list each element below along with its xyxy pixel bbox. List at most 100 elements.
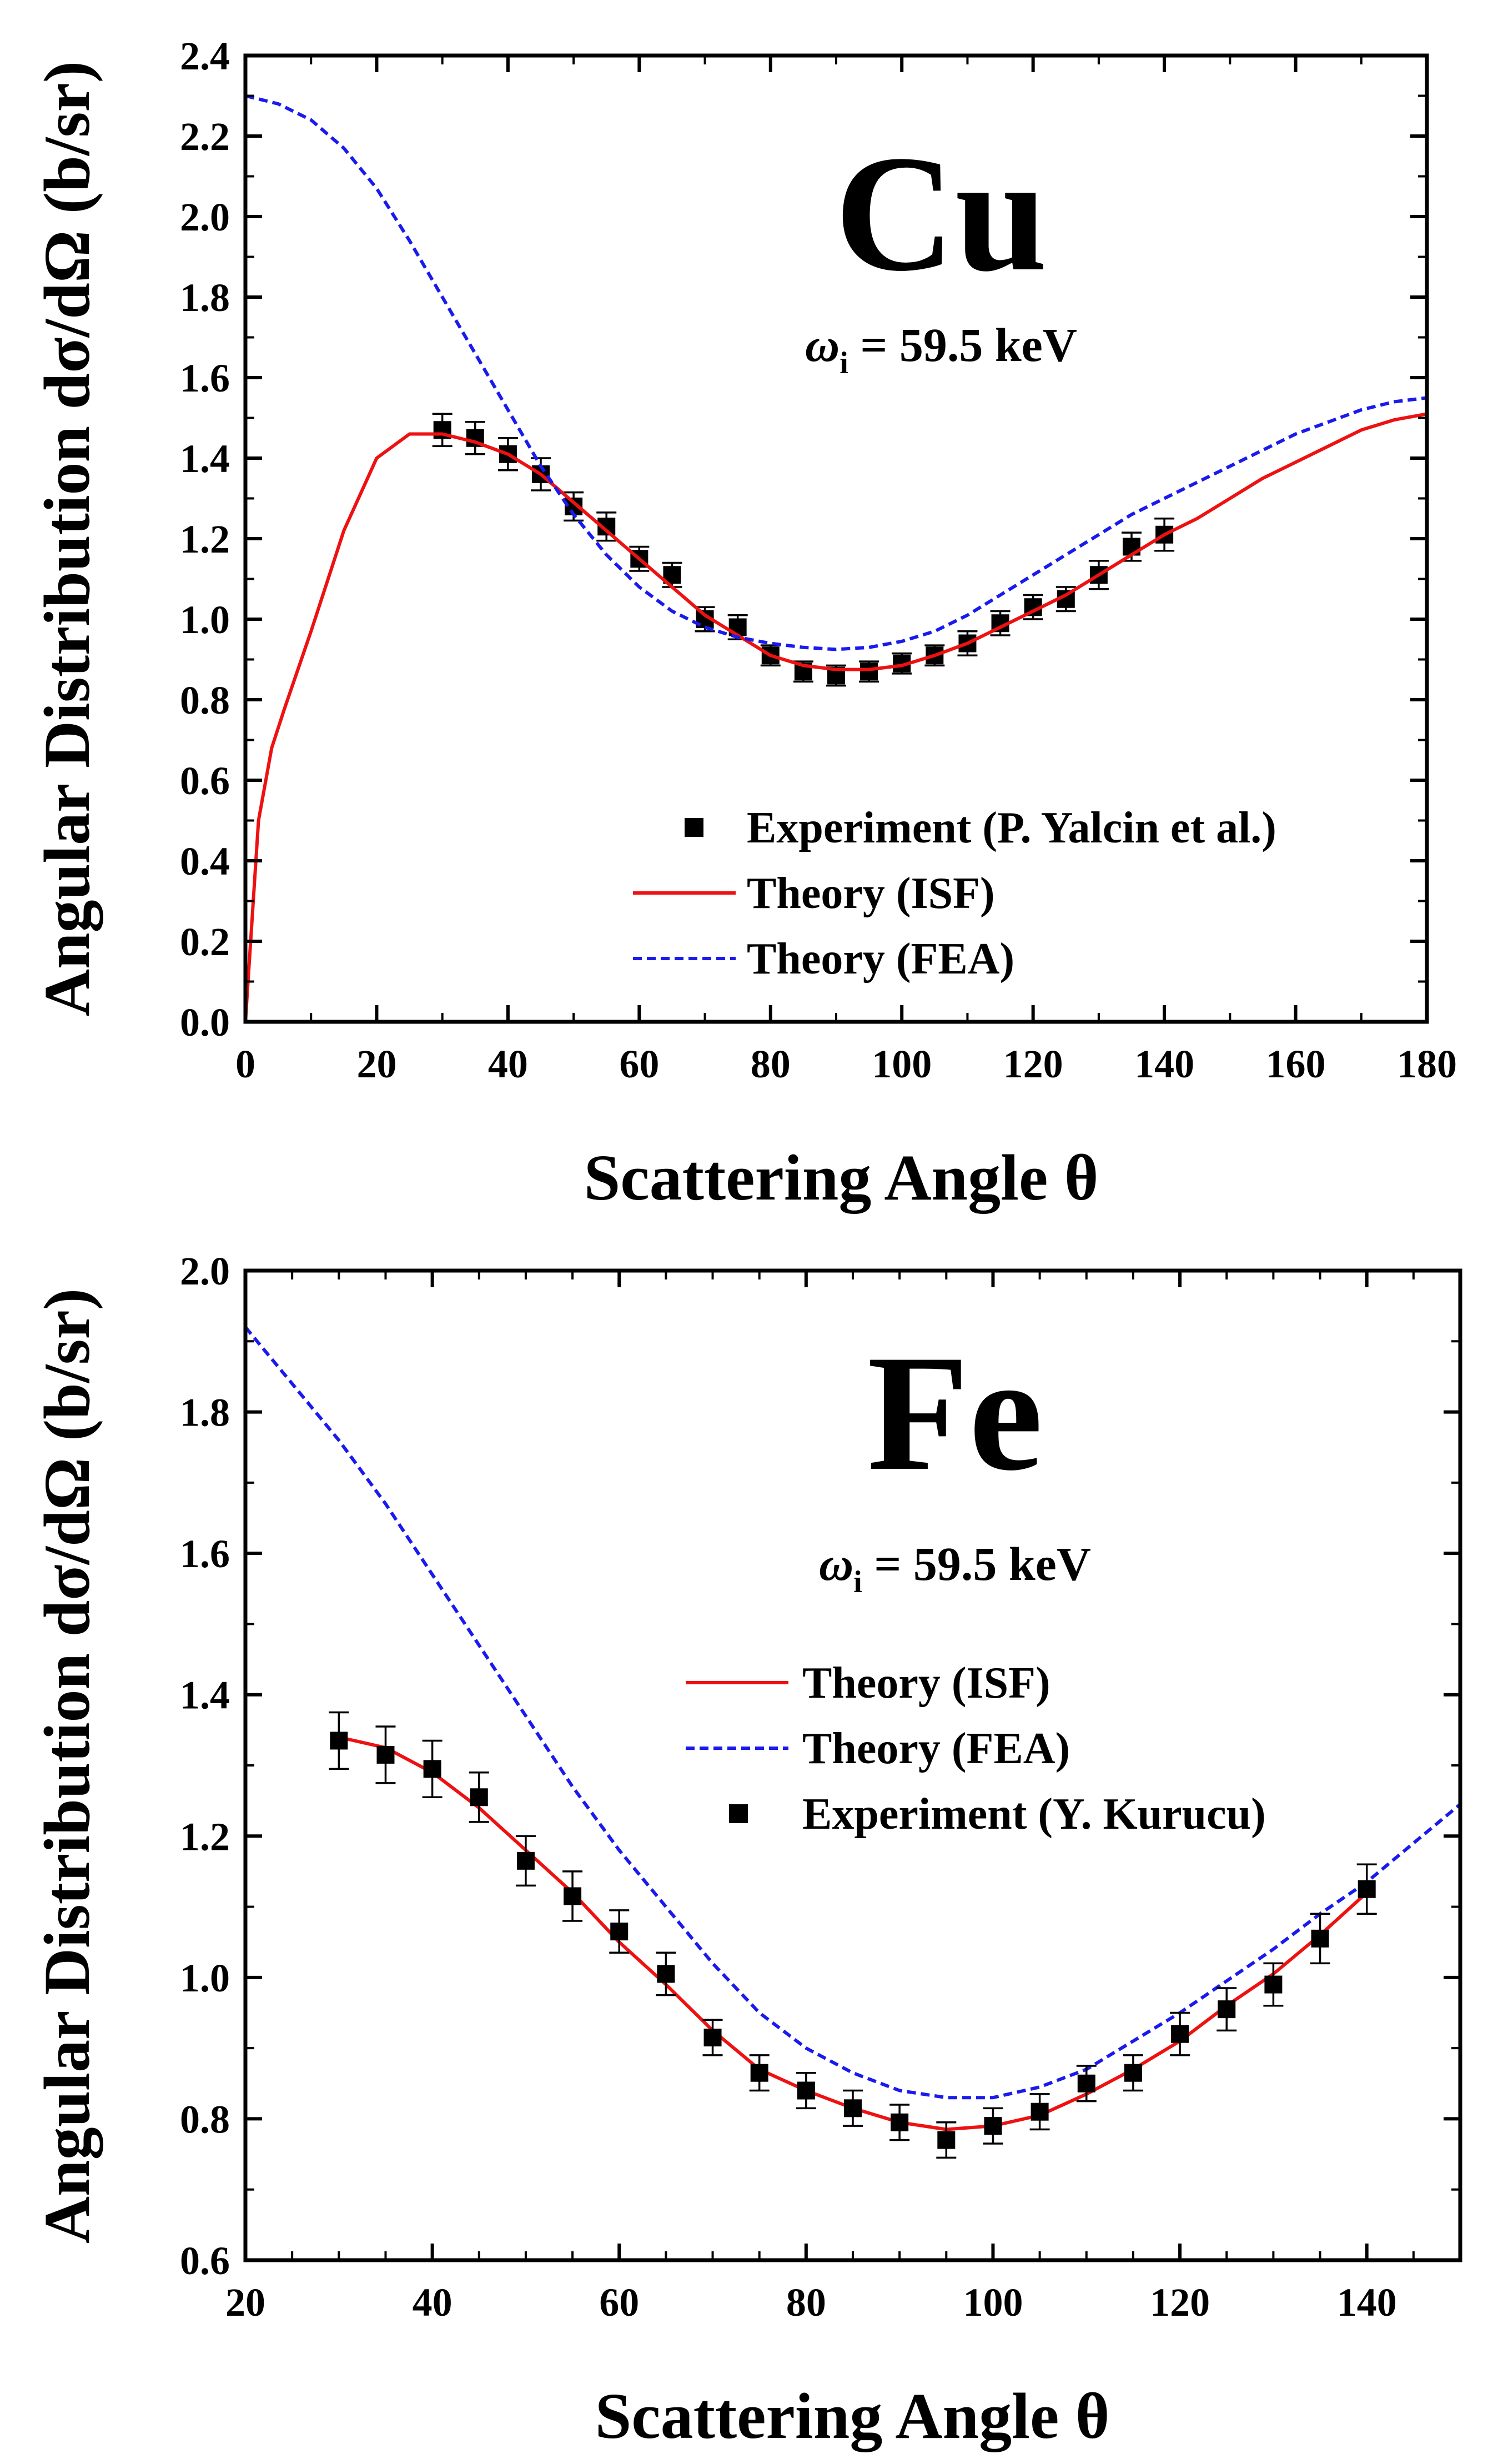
- point-marker: [891, 2113, 909, 2131]
- y-tick-label: 1.6: [180, 356, 230, 400]
- point-marker: [330, 1732, 348, 1750]
- data-point: [1170, 2011, 1190, 2056]
- point-marker: [470, 1788, 488, 1806]
- point-marker: [844, 2099, 862, 2117]
- legend-label: Theory (ISF): [802, 1659, 1050, 1708]
- chart-marks: [245, 94, 1427, 1022]
- x-tick-label: 0: [235, 1042, 255, 1086]
- point-marker: [610, 1923, 629, 1941]
- point-marker: [516, 1851, 535, 1870]
- data-point: [702, 2019, 723, 2056]
- y-tick-label: 0.6: [180, 2239, 230, 2283]
- y-tick-label: 1.0: [180, 1956, 230, 2000]
- point-marker: [1218, 2000, 1236, 2019]
- series-line-fea: [245, 94, 1427, 651]
- legend-marker: [729, 1804, 748, 1823]
- y-tick-label: 1.8: [180, 275, 230, 320]
- data-point: [469, 1771, 489, 1823]
- x-axis-label: Scattering Angle θ: [584, 1141, 1099, 1214]
- data-point: [983, 2107, 1003, 2145]
- point-marker: [657, 1965, 675, 1983]
- data-point: [843, 2089, 863, 2127]
- legend-item: Theory (FEA): [633, 935, 1014, 983]
- data-point: [609, 1909, 630, 1954]
- point-marker: [797, 2081, 815, 2100]
- legend-item: Theory (ISF): [633, 869, 995, 918]
- legend-label: Theory (FEA): [747, 935, 1014, 983]
- data-point: [1023, 594, 1043, 620]
- chart-subtitle: ωi = 59.5 keV: [819, 1537, 1091, 1599]
- point-marker: [1264, 1975, 1283, 1994]
- point-marker: [1358, 1880, 1376, 1898]
- data-point: [892, 652, 912, 675]
- axis-ticks: 20 40 60 80 100 120 140 0.6 0.8 1.0 1.2 1.4 1.6 1.8 2.…: [180, 1249, 1461, 2325]
- data-point: [656, 1951, 676, 1996]
- data-point: [936, 2121, 957, 2159]
- y-tick-label: 1.2: [180, 517, 230, 561]
- y-tick-label: 2.0: [180, 195, 230, 239]
- legend-label: Experiment (P. Yalcin et al.): [747, 804, 1276, 852]
- y-tick-label: 1.0: [180, 598, 230, 642]
- series-line-isf: [245, 412, 1427, 1022]
- legend-item: Experiment (Y. Kurucu): [729, 1790, 1266, 1839]
- y-tick-label: 0.2: [180, 920, 230, 964]
- y-tick-label: 1.4: [180, 436, 230, 481]
- chart-title: Fe: [867, 1321, 1043, 1505]
- x-tick-label: 140: [1134, 1042, 1194, 1086]
- series-line-fea: [245, 1326, 1460, 2100]
- axis-ticks: 0 20 40 60 80 100 120 140 160 180 0.0 0.2 0.4 0.6 0.8 1…: [180, 34, 1457, 1086]
- x-tick-label: 60: [619, 1042, 659, 1086]
- x-tick-label: 80: [786, 2280, 826, 2325]
- x-tick-label: 80: [751, 1042, 791, 1086]
- x-tick-label: 20: [225, 2280, 265, 2325]
- y-axis-label: Angular Distribution dσ/dΩ (b/sr): [31, 61, 103, 1016]
- subtitle-rest: = 59.5 keV: [848, 318, 1077, 372]
- legend-item: Theory (ISF): [686, 1659, 1050, 1708]
- legend-label: Theory (FEA): [802, 1724, 1070, 1773]
- data-point: [329, 1711, 349, 1770]
- x-tick-label: 120: [1003, 1042, 1063, 1086]
- chart-title: Cu: [835, 121, 1048, 305]
- y-tick-label: 1.4: [180, 1673, 230, 1718]
- legend: Theory (ISF) Theory (FEA) Experiment (Y. K…: [686, 1659, 1266, 1839]
- x-tick-label: 20: [356, 1042, 396, 1086]
- data-point: [1029, 2093, 1050, 2131]
- point-marker: [937, 2131, 956, 2149]
- chart-panel-fe: 20 40 60 80 100 120 140 0.6 0.8 1.0 1.2 1.4 1.6 1.8 2.…: [31, 1249, 1462, 2452]
- chart-marks: [245, 1326, 1460, 2159]
- y-tick-label: 0.4: [180, 839, 230, 884]
- point-marker: [564, 1887, 582, 1905]
- y-tick-label: 1.2: [180, 1814, 230, 1859]
- data-point: [1263, 1962, 1284, 2007]
- point-marker: [1077, 2074, 1095, 2092]
- data-point: [749, 2054, 770, 2092]
- y-tick-label: 0.8: [180, 678, 230, 722]
- y-tick-label: 0.0: [180, 1000, 230, 1045]
- x-tick-label: 100: [872, 1042, 932, 1086]
- data-point: [796, 2071, 816, 2110]
- subtitle-symbol: ω: [805, 318, 840, 372]
- legend-item: Experiment (P. Yalcin et al.): [685, 804, 1276, 852]
- point-marker: [423, 1760, 441, 1778]
- point-marker: [1124, 2064, 1142, 2082]
- x-tick-label: 140: [1337, 2280, 1397, 2325]
- point-marker: [1311, 1929, 1329, 1948]
- x-tick-label: 180: [1397, 1042, 1457, 1086]
- subtitle-symbol: ω: [819, 1537, 853, 1590]
- data-point: [1123, 2054, 1143, 2092]
- y-tick-label: 0.8: [180, 2097, 230, 2141]
- legend: Experiment (P. Yalcin et al.) Theory (ISF…: [633, 804, 1276, 983]
- point-marker: [984, 2117, 1002, 2135]
- data-point: [515, 1835, 536, 1887]
- data-point: [422, 1739, 443, 1799]
- y-tick-label: 2.4: [180, 34, 230, 78]
- data-point: [662, 561, 682, 588]
- subtitle-rest: = 59.5 keV: [862, 1537, 1091, 1590]
- data-point: [1356, 1863, 1377, 1915]
- data-point: [889, 2104, 910, 2141]
- point-marker: [703, 2029, 722, 2047]
- legend-marker: [685, 818, 703, 837]
- data-point: [375, 1725, 396, 1784]
- x-tick-label: 40: [488, 1042, 528, 1086]
